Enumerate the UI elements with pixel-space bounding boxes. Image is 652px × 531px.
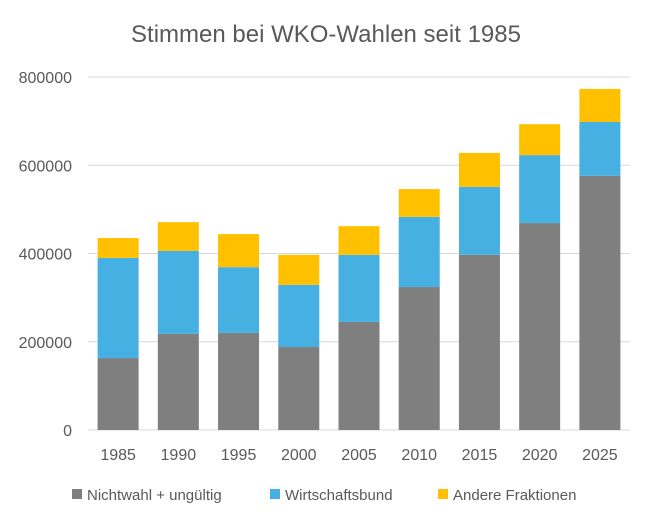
bar-segment (157, 250, 199, 334)
bar-segment (579, 122, 621, 176)
bar-segment (338, 321, 380, 430)
bar-segment (579, 88, 621, 123)
legend-swatch (72, 489, 82, 499)
bar-segment (278, 284, 320, 348)
bar-segment (458, 254, 500, 430)
x-tick-label: 2010 (401, 447, 437, 464)
bar-segment (218, 332, 260, 430)
x-tick-label: 1990 (161, 447, 197, 464)
y-tick-label: 400000 (19, 247, 72, 264)
bar-segment (97, 257, 139, 359)
bar-segment (97, 358, 139, 430)
legend-swatch (270, 489, 280, 499)
x-tick-label: 1985 (100, 447, 136, 464)
bar-segment (278, 254, 320, 285)
x-tick-label: 1995 (221, 447, 257, 464)
bar-segment (97, 238, 139, 258)
bar-segment (579, 175, 621, 430)
x-tick-label: 2020 (522, 447, 558, 464)
bar-segment (218, 234, 260, 268)
legend-label: Andere Fraktionen (453, 487, 576, 504)
bar-segment (157, 333, 199, 430)
bar-segment (338, 254, 380, 322)
bar-segment (519, 124, 561, 156)
bar-segment (519, 155, 561, 224)
bar-segment (519, 223, 561, 430)
legend-swatch (438, 489, 448, 499)
x-tick-label: 2015 (462, 447, 498, 464)
x-tick-label: 2025 (582, 447, 618, 464)
bar-segment (157, 222, 199, 251)
bar-segment (398, 287, 440, 430)
y-tick-label: 800000 (19, 70, 72, 87)
legend-label: Wirtschaftsbund (285, 487, 393, 504)
bar-segment (398, 189, 440, 217)
bar-segment (278, 347, 320, 430)
legend-label: Nichtwahl + ungültig (87, 487, 222, 504)
bar-segment (458, 186, 500, 255)
x-tick-label: 2005 (341, 447, 377, 464)
y-tick-label: 600000 (19, 158, 72, 175)
y-tick-label: 200000 (19, 335, 72, 352)
chart-title: Stimmen bei WKO-Wahlen seit 1985 (131, 21, 521, 48)
bar-segment (338, 226, 380, 255)
bar-segment (218, 267, 260, 333)
y-tick-label: 0 (63, 423, 72, 440)
x-tick-label: 2000 (281, 447, 317, 464)
bar-segment (398, 216, 440, 288)
bar-segment (458, 152, 500, 187)
